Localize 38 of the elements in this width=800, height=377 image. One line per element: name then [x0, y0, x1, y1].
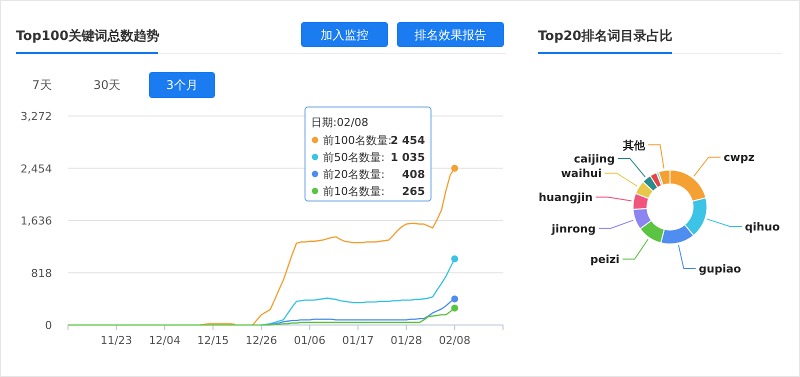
y-tick-label: 3,272: [20, 110, 52, 123]
y-tick-label: 2,454: [20, 162, 52, 176]
slice-label: jinrong: [550, 222, 596, 236]
annotation: 1 035: [390, 151, 425, 164]
legend-label: 前20名数量:: [323, 168, 385, 181]
x-tick-label: 02/08: [438, 334, 471, 347]
x-tick-label: 12/04: [148, 334, 181, 347]
x-tick-label: 01/06: [294, 334, 326, 347]
text: 30天: [93, 78, 121, 92]
slice-label: 其他: [622, 138, 646, 152]
text: 7天: [32, 78, 52, 92]
annotation: 2 454: [390, 134, 426, 147]
y-tick-label: 818: [31, 266, 52, 280]
slice-label: huangjin: [538, 191, 593, 204]
slice-label: waihui: [561, 167, 602, 180]
x-tick-label: 01/17: [342, 334, 374, 347]
chart-title: Top100关键词总数趋势: [16, 28, 160, 44]
slice-label: qihuo: [744, 220, 780, 234]
annotation: 408: [402, 168, 425, 181]
slice-label: cwpz: [724, 151, 755, 164]
slice-label: caijing: [574, 152, 615, 166]
annotation: 265: [402, 185, 425, 198]
text: 3个月: [166, 78, 198, 92]
legend-label: 前100名数量:: [323, 134, 392, 147]
x-tick-label: 01/28: [390, 334, 422, 347]
text: 排名效果报告: [414, 28, 486, 42]
slice-label: gupiao: [698, 262, 742, 276]
legend-label: 前50名数量:: [323, 151, 385, 164]
x-tick-label: 12/26: [245, 334, 278, 347]
y-tick-label: 0: [45, 319, 52, 332]
text: 加入监控: [320, 28, 368, 42]
annotation: 日期:02/08: [311, 116, 368, 129]
slice-label: peizi: [590, 253, 620, 266]
y-tick-label: 1,636: [20, 214, 52, 228]
x-tick-label: 12/15: [197, 334, 229, 347]
x-tick-label: 11/23: [100, 334, 132, 347]
legend-label: 前10名数量:: [323, 185, 385, 198]
chart-title: Top20排名词目录占比: [538, 29, 672, 44]
